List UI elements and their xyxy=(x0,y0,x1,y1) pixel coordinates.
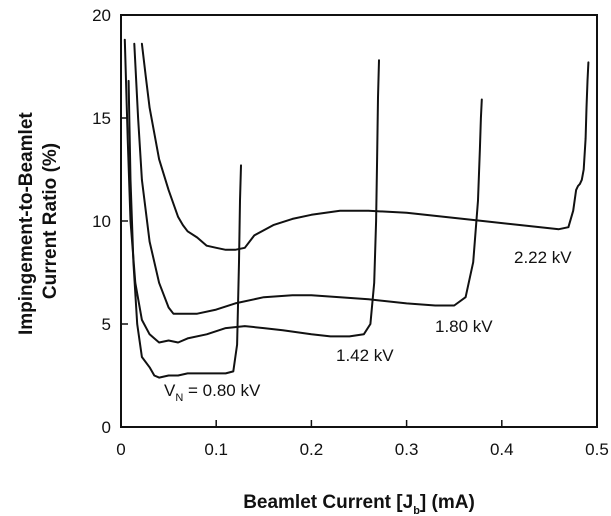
y-tick-label: 0 xyxy=(102,418,111,437)
series-label-4: 2.22 kV xyxy=(514,248,572,267)
series-labels: VN = 0.80 kV 1.42 kV 1.80 kV 2.22 kV xyxy=(164,248,572,404)
series-label-2: 1.42 kV xyxy=(336,346,394,365)
x-tick-label: 0.1 xyxy=(204,440,228,459)
y-axis-title-line-1: Impingement-to-Beamlet xyxy=(16,112,37,335)
x-tick-label: 0.3 xyxy=(395,440,419,459)
x-tick-label: 0.2 xyxy=(300,440,324,459)
y-axis-title-line-2: Current Ratio (%) xyxy=(40,143,61,299)
series-line-4 xyxy=(140,42,590,251)
y-axis-ticks: 0 5 10 15 20 xyxy=(92,6,128,437)
y-tick-label: 5 xyxy=(102,315,111,334)
series-line-2 xyxy=(123,38,380,344)
x-tick-label: 0 xyxy=(116,440,125,459)
series-line-3 xyxy=(133,42,483,315)
y-tick-label: 15 xyxy=(92,109,111,128)
series-line-1 xyxy=(127,79,242,379)
y-axis-title: Impingement-to-Beamlet Current Ratio (%) xyxy=(16,107,61,335)
series-label-1: VN = 0.80 kV xyxy=(164,381,261,404)
x-axis-title: Beamlet Current [Jb] (mA) xyxy=(243,492,475,516)
x-axis-ticks: 0 0.1 0.2 0.3 0.4 0.5 xyxy=(116,420,609,459)
x-tick-label: 0.4 xyxy=(490,440,514,459)
plot-frame xyxy=(120,14,598,428)
y-tick-label: 10 xyxy=(92,212,111,231)
series-label-3: 1.80 kV xyxy=(435,317,493,336)
y-tick-label: 20 xyxy=(92,6,111,25)
series-curves xyxy=(123,38,590,379)
x-tick-label: 0.5 xyxy=(585,440,609,459)
